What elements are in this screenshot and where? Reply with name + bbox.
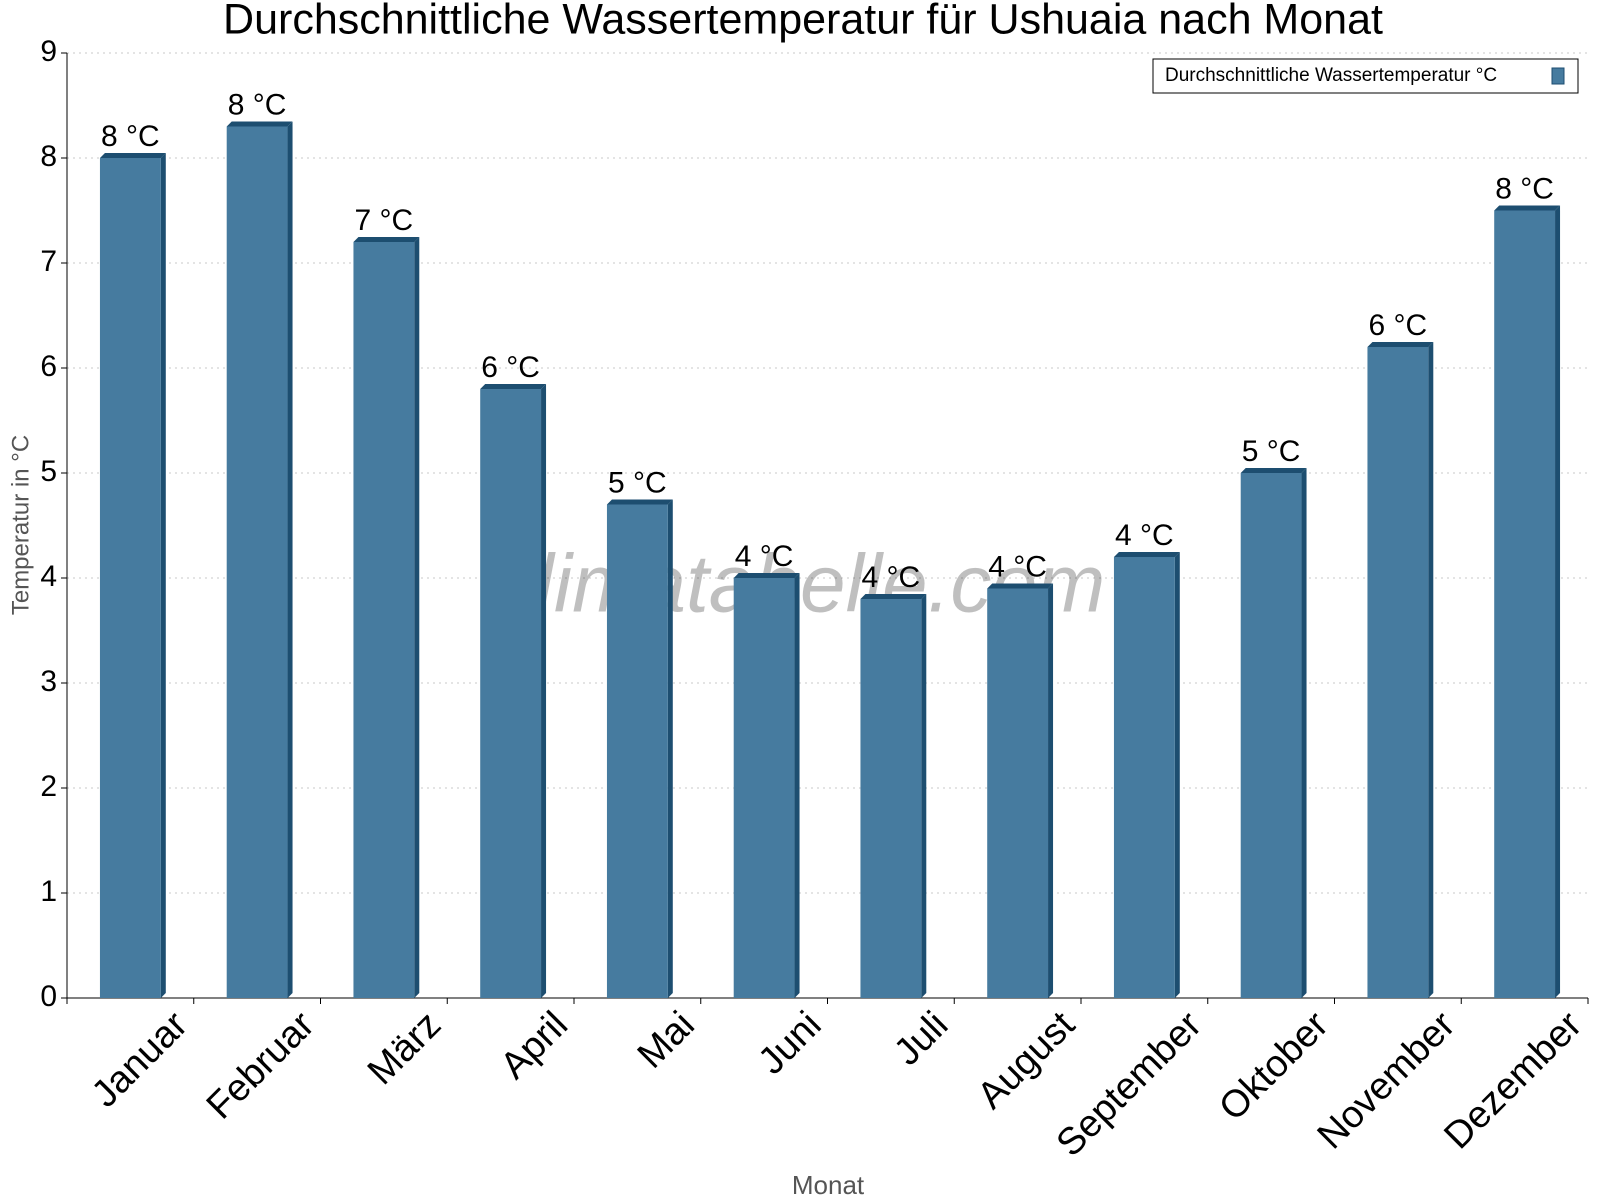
y-tick-label: 5 <box>40 455 57 488</box>
y-tick-label: 8 <box>40 140 57 173</box>
bar <box>226 126 288 998</box>
bar <box>1367 347 1429 998</box>
chart-title: Durchschnittliche Wassertemperatur für U… <box>223 0 1383 43</box>
bar-depth <box>353 237 420 242</box>
x-tick-label: August <box>970 1003 1084 1117</box>
bar <box>353 242 415 998</box>
y-tick-label: 2 <box>40 770 57 803</box>
x-tick-label: Juni <box>751 1004 830 1083</box>
bar-depth <box>1494 205 1561 211</box>
bar-depth <box>987 583 1054 589</box>
bar <box>480 389 542 998</box>
data-label: 5 °C <box>1242 435 1301 468</box>
bar-depth <box>606 499 673 505</box>
bar <box>606 504 668 998</box>
legend-label: Durchschnittliche Wassertemperatur °C <box>1165 65 1497 86</box>
y-tick-label: 6 <box>40 350 57 383</box>
data-label: 8 °C <box>228 88 287 121</box>
bar-depth <box>1555 205 1561 998</box>
bar <box>1494 210 1556 998</box>
bar-depth <box>733 573 800 578</box>
y-tick-label: 0 <box>40 980 57 1013</box>
bar-depth <box>860 594 927 599</box>
x-tick-label: März <box>360 1004 449 1093</box>
x-tick-label: Juli <box>886 1004 956 1074</box>
x-tick-label: April <box>493 1004 576 1087</box>
x-tick-label: Dezember <box>1436 1004 1590 1158</box>
bar <box>987 588 1049 998</box>
bar-depth <box>160 153 166 998</box>
legend-box <box>1152 58 1579 94</box>
bar-depth <box>226 121 293 127</box>
x-tick-label: Februar <box>199 1004 323 1128</box>
bar-depth <box>287 121 293 998</box>
bar <box>1240 473 1302 998</box>
data-label: 6 °C <box>1369 309 1428 342</box>
data-label: 5 °C <box>608 466 667 499</box>
data-label: 6 °C <box>481 351 540 384</box>
bar <box>99 158 161 998</box>
bar <box>733 578 795 998</box>
bar-depth <box>1113 552 1180 557</box>
y-tick-label: 3 <box>40 665 57 698</box>
data-label: 4 °C <box>735 540 794 573</box>
bar-depth <box>667 499 673 998</box>
data-label: 4 °C <box>1115 519 1174 552</box>
bar-depth <box>921 594 927 998</box>
bar-depth <box>99 153 166 158</box>
legend-swatch <box>1551 67 1565 85</box>
y-tick-label: 1 <box>40 875 57 908</box>
x-tick-label: Oktober <box>1211 1004 1337 1130</box>
y-tick-label: 9 <box>40 35 57 68</box>
data-label: 4 °C <box>862 561 921 594</box>
bar-depth <box>1174 552 1180 998</box>
data-label: 4 °C <box>988 550 1047 583</box>
bar-depth <box>1048 583 1054 998</box>
bar-depth <box>1428 342 1434 998</box>
data-label: 8 °C <box>1495 172 1554 205</box>
y-tick-label: 7 <box>40 245 57 278</box>
y-axis-title: Temperatur in °C <box>7 435 34 615</box>
bar-depth <box>1367 342 1434 347</box>
bar-depth <box>794 573 800 998</box>
data-label: 7 °C <box>355 204 414 237</box>
data-label: 8 °C <box>101 120 160 153</box>
bar <box>1113 557 1175 998</box>
x-tick-label: Januar <box>84 1004 196 1116</box>
bar-depth <box>414 237 420 998</box>
bar-depth <box>480 384 547 389</box>
legend: Durchschnittliche Wassertemperatur °C <box>1152 58 1579 94</box>
bar-depth <box>1240 468 1307 473</box>
bar <box>860 599 922 998</box>
bar-depth <box>541 384 547 998</box>
y-tick-label: 4 <box>40 560 57 593</box>
bar-depth <box>1301 468 1307 998</box>
x-tick-label: November <box>1310 1004 1464 1158</box>
x-tick-label: Mai <box>630 1004 703 1077</box>
x-axis-title: Monat <box>792 1170 865 1200</box>
